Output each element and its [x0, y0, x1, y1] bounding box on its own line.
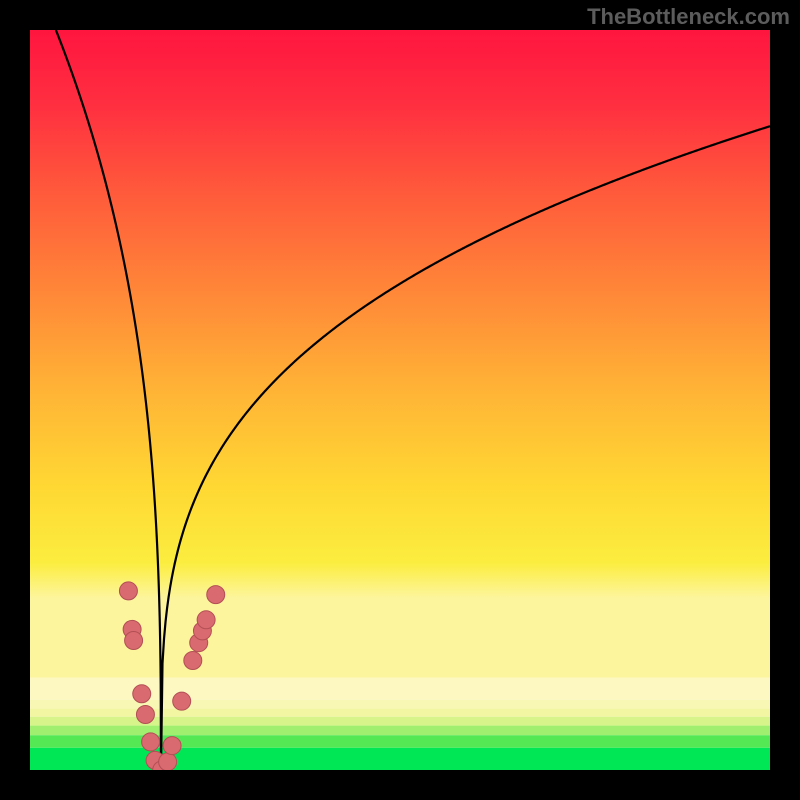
marker-point	[197, 611, 215, 629]
marker-point	[142, 733, 160, 751]
gradient-background	[30, 30, 770, 680]
marker-point	[184, 651, 202, 669]
watermark-text: TheBottleneck.com	[587, 4, 790, 30]
marker-point	[125, 632, 143, 650]
chart-root: TheBottleneck.com	[0, 0, 800, 800]
marker-point	[163, 737, 181, 755]
chart-svg	[0, 0, 800, 800]
marker-point	[136, 706, 154, 724]
bottom-band	[30, 726, 770, 736]
marker-point	[173, 692, 191, 710]
marker-point	[133, 685, 151, 703]
marker-point	[119, 582, 137, 600]
marker-point	[207, 586, 225, 604]
bottom-band	[30, 748, 770, 770]
marker-point	[159, 753, 177, 771]
bottom-band	[30, 735, 770, 748]
